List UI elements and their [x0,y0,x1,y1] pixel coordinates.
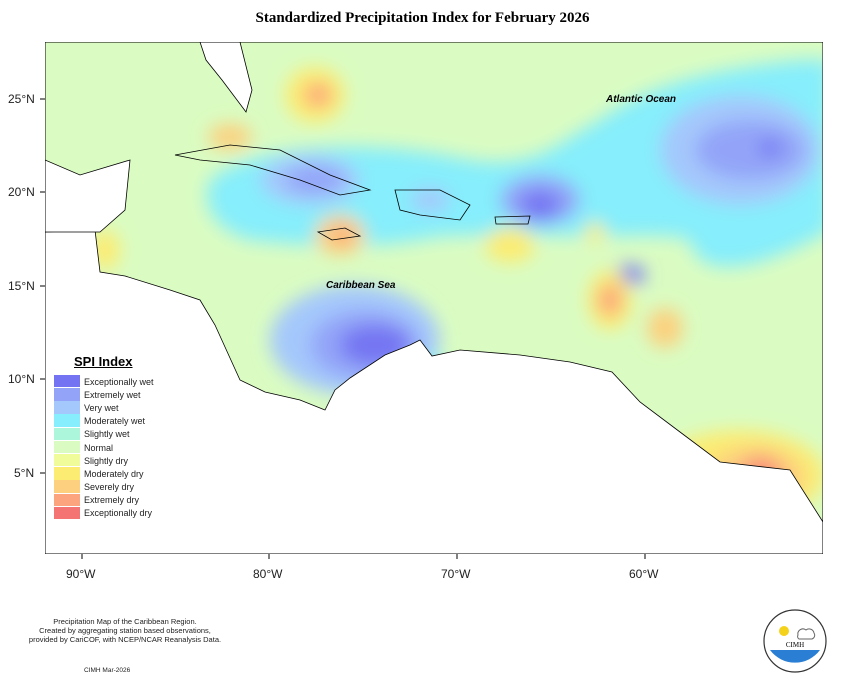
credit-date: CIMH Mar-2026 [84,667,131,674]
credit-text: Precipitation Map of the Caribbean Regio… [20,617,230,644]
spi-legend: SPI Index Exceptionally wet Extremely wet… [54,354,154,521]
x-tick-label: 60°W [629,567,659,581]
dry-south-hispaniola [485,227,535,263]
legend-item: Extremely wet [54,388,154,402]
legend-rows: Exceptionally wet Extremely wet Very wet Mo… [54,374,154,521]
jamaica [316,227,362,241]
wet-atlantic-core [695,120,805,180]
y-tick-label: 20°N [8,185,35,199]
dry-leeward [585,222,605,242]
legend-item: Normal [54,440,154,455]
cimh-logo: CIMH [763,609,827,673]
legend-title: SPI Index [74,354,133,369]
wet-cuba-core [285,166,345,194]
legend-label: Slightly wet [84,429,130,440]
hispaniola [394,189,471,221]
credit-line: provided by CariCOF, with NCEP/NCAR Rean… [28,635,222,644]
cuba [174,144,372,196]
x-tick-label: 90°W [66,567,96,581]
legend-item: Slightly dry [54,453,154,468]
legend-label: Extremely dry [84,495,140,506]
cloud-icon [797,628,816,640]
legend-swatch [54,453,80,468]
y-tick-label: 10°N [8,372,35,386]
legend-item: Extremely dry [54,493,154,508]
legend-label: Exceptionally wet [84,376,154,387]
legend-label: Severely dry [84,482,135,493]
credit-line: Precipitation Map of the Caribbean Regio… [53,617,197,626]
legend-item: Slightly wet [54,427,154,442]
legend-swatch [54,493,80,508]
legend-item: Exceptionally dry [54,506,154,521]
legend-swatch [54,467,80,481]
dry-barbados [647,308,683,348]
caribbean-sea-label: Caribbean Sea [326,280,396,291]
legend-label: Exceptionally dry [84,508,153,519]
legend-swatch [54,374,80,389]
legend-swatch [54,506,80,521]
legend-item: Moderately dry [54,467,154,481]
legend-item: Severely dry [54,480,154,494]
legend-swatch [54,427,80,442]
wet-atlantic-peak [758,140,782,156]
mainland [45,229,823,554]
florida [199,42,253,113]
legend-label: Extremely wet [84,389,141,400]
legend-swatch [54,480,80,494]
legend-label: Very wet [84,402,119,413]
y-tick-label: 15°N [8,279,35,293]
legend-item: Exceptionally wet [54,374,154,389]
legend-swatch [54,401,80,415]
map-title: Standardized Precipitation Index for Feb… [255,10,590,26]
legend-item: Moderately wet [54,414,154,428]
x-tick-label: 70°W [441,567,471,581]
dry-bahamas-core [304,83,332,107]
water-icon [770,650,820,663]
legend-label: Slightly dry [84,455,129,466]
legend-swatch [54,440,80,455]
x-tick-label: 80°W [253,567,283,581]
logo-text: CIMH [786,641,804,649]
atlantic-ocean-label: Atlantic Ocean [606,94,677,105]
legend-label: Moderately dry [84,468,144,479]
wet-hispaniola [410,188,450,212]
ticks [40,98,646,559]
legend-item: Very wet [54,401,154,415]
puerto-rico [494,215,531,225]
dry-west-cuba [208,124,252,150]
dry-lesser-antilles-core [598,284,622,316]
sun-icon [779,626,789,636]
y-tick-label: 5°N [14,466,35,480]
y-tick-label: 25°N [8,92,35,106]
legend-swatch [54,388,80,402]
wet-puerto-rico-core [520,191,560,219]
credit-line: Created by aggregating station based obs… [39,626,211,635]
legend-swatch [54,414,80,428]
wet-region-north [206,60,823,267]
legend-label: Moderately wet [84,416,146,427]
yucatan [45,159,131,233]
legend-label: Normal [84,442,114,453]
